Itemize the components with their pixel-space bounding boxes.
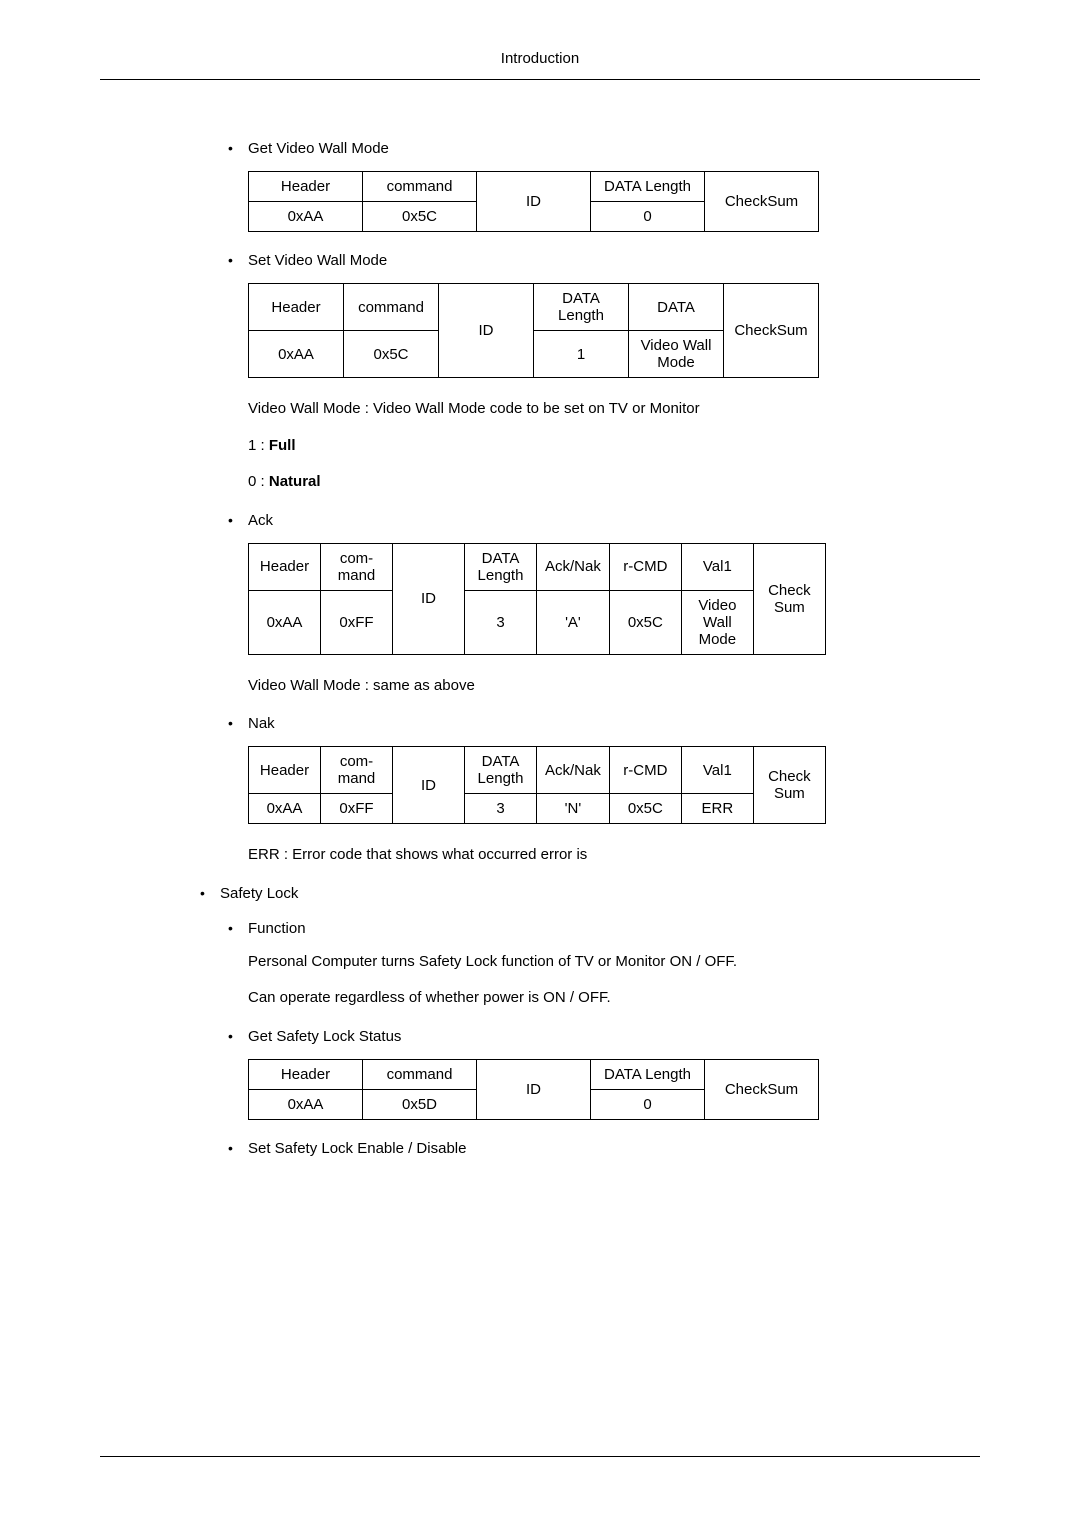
table-cell: 'N' xyxy=(537,794,610,824)
table-cell: DATA xyxy=(629,284,724,331)
table-cell: 0xAA xyxy=(249,331,344,378)
bullet-nak: • Nak xyxy=(200,715,980,732)
table-cell: Val1 xyxy=(681,747,753,794)
page-header: Introduction xyxy=(100,50,980,80)
table-ack: Header com- mand ID DATA Length Ack/Nak … xyxy=(248,543,826,655)
bullet-function: • Function xyxy=(200,920,980,937)
bullet-text: Safety Lock xyxy=(220,885,980,902)
bullet-set-safety-lock: • Set Safety Lock Enable / Disable xyxy=(200,1140,980,1157)
table-cell: Header xyxy=(249,543,321,590)
bullet-dot-icon: • xyxy=(228,512,248,529)
bullet-text: Set Safety Lock Enable / Disable xyxy=(248,1140,980,1157)
table-cell: Header xyxy=(249,284,344,331)
table-cell: r-CMD xyxy=(609,747,681,794)
table-cell: Ack/Nak xyxy=(537,543,610,590)
table-cell: command xyxy=(363,172,477,202)
table-cell: ID xyxy=(439,284,534,378)
table-cell: Header xyxy=(249,1059,363,1089)
table-cell: Check Sum xyxy=(753,543,825,654)
table-cell: 0x5C xyxy=(363,202,477,232)
table-cell: CheckSum xyxy=(724,284,819,378)
footer-divider xyxy=(100,1456,980,1457)
table-cell: 0x5C xyxy=(344,331,439,378)
bullet-dot-icon: • xyxy=(228,920,248,937)
note-prefix: 0 : xyxy=(248,473,269,490)
table-cell: Val1 xyxy=(681,543,753,590)
table-cell: 3 xyxy=(465,794,537,824)
table-cell: 0 xyxy=(591,202,705,232)
table-cell: Header xyxy=(249,172,363,202)
bullet-ack: • Ack xyxy=(200,512,980,529)
bullet-get-video-wall-mode: • Get Video Wall Mode xyxy=(200,140,980,157)
note-bold: Natural xyxy=(269,473,321,490)
table-cell: 0 xyxy=(591,1089,705,1119)
table-cell: Ack/Nak xyxy=(537,747,610,794)
note-video-wall-mode: Video Wall Mode : Video Wall Mode code t… xyxy=(200,398,980,421)
table-cell: 0x5C xyxy=(609,590,681,654)
table-cell: 0x5D xyxy=(363,1089,477,1119)
table-get-video-wall-mode: Header command ID DATA Length CheckSum 0… xyxy=(248,171,819,232)
table-cell: ID xyxy=(477,1059,591,1119)
table-cell: 0xFF xyxy=(321,794,393,824)
table-cell: com- mand xyxy=(321,543,393,590)
table-cell: DATA Length xyxy=(591,172,705,202)
bullet-text: Ack xyxy=(248,512,980,529)
function-line2: Can operate regardless of whether power … xyxy=(200,987,980,1010)
bullet-text: Get Video Wall Mode xyxy=(248,140,980,157)
table-cell: 0xAA xyxy=(249,590,321,654)
bullet-text: Set Video Wall Mode xyxy=(248,252,980,269)
table-cell: 0x5C xyxy=(609,794,681,824)
table-nak: Header com- mand ID DATA Length Ack/Nak … xyxy=(248,746,826,824)
bullet-set-video-wall-mode: • Set Video Wall Mode xyxy=(200,252,980,269)
table-set-video-wall-mode: Header command ID DATA Length DATA Check… xyxy=(248,283,819,378)
table-cell: com- mand xyxy=(321,747,393,794)
table-cell: 0xFF xyxy=(321,590,393,654)
table-cell: CheckSum xyxy=(705,172,819,232)
note-ack: Video Wall Mode : same as above xyxy=(200,675,980,698)
bullet-dot-icon: • xyxy=(200,885,220,902)
table-cell: Header xyxy=(249,747,321,794)
table-cell: Check Sum xyxy=(753,747,825,824)
bullet-dot-icon: • xyxy=(228,140,248,157)
table-cell: r-CMD xyxy=(609,543,681,590)
note-prefix: 1 : xyxy=(248,437,269,454)
bullet-dot-icon: • xyxy=(228,1028,248,1045)
bullet-get-safety-lock-status: • Get Safety Lock Status xyxy=(200,1028,980,1045)
bullet-text: Nak xyxy=(248,715,980,732)
note-value-0: 0 : Natural xyxy=(200,471,980,494)
table-cell: ERR xyxy=(681,794,753,824)
table-cell: DATA Length xyxy=(591,1059,705,1089)
table-cell: Video Wall Mode xyxy=(629,331,724,378)
table-cell: CheckSum xyxy=(705,1059,819,1119)
table-cell: DATA Length xyxy=(534,284,629,331)
bullet-safety-lock: • Safety Lock xyxy=(200,885,980,902)
table-cell: 0xAA xyxy=(249,202,363,232)
table-cell: ID xyxy=(393,543,465,654)
table-cell: ID xyxy=(393,747,465,824)
note-nak: ERR : Error code that shows what occurre… xyxy=(200,844,980,867)
table-cell: ID xyxy=(477,172,591,232)
table-cell: 3 xyxy=(465,590,537,654)
table-cell: command xyxy=(344,284,439,331)
table-cell: 0xAA xyxy=(249,794,321,824)
note-value-1: 1 : Full xyxy=(200,435,980,458)
table-cell: 1 xyxy=(534,331,629,378)
bullet-text: Function xyxy=(248,920,980,937)
table-cell: 'A' xyxy=(537,590,610,654)
table-get-safety-lock-status: Header command ID DATA Length CheckSum 0… xyxy=(248,1059,819,1120)
function-line1: Personal Computer turns Safety Lock func… xyxy=(200,951,980,974)
bullet-text: Get Safety Lock Status xyxy=(248,1028,980,1045)
table-cell: DATA Length xyxy=(465,543,537,590)
note-bold: Full xyxy=(269,437,296,454)
table-cell: command xyxy=(363,1059,477,1089)
table-cell: DATA Length xyxy=(465,747,537,794)
bullet-dot-icon: • xyxy=(228,252,248,269)
table-cell: Video Wall Mode xyxy=(681,590,753,654)
bullet-dot-icon: • xyxy=(228,715,248,732)
table-cell: 0xAA xyxy=(249,1089,363,1119)
bullet-dot-icon: • xyxy=(228,1140,248,1157)
